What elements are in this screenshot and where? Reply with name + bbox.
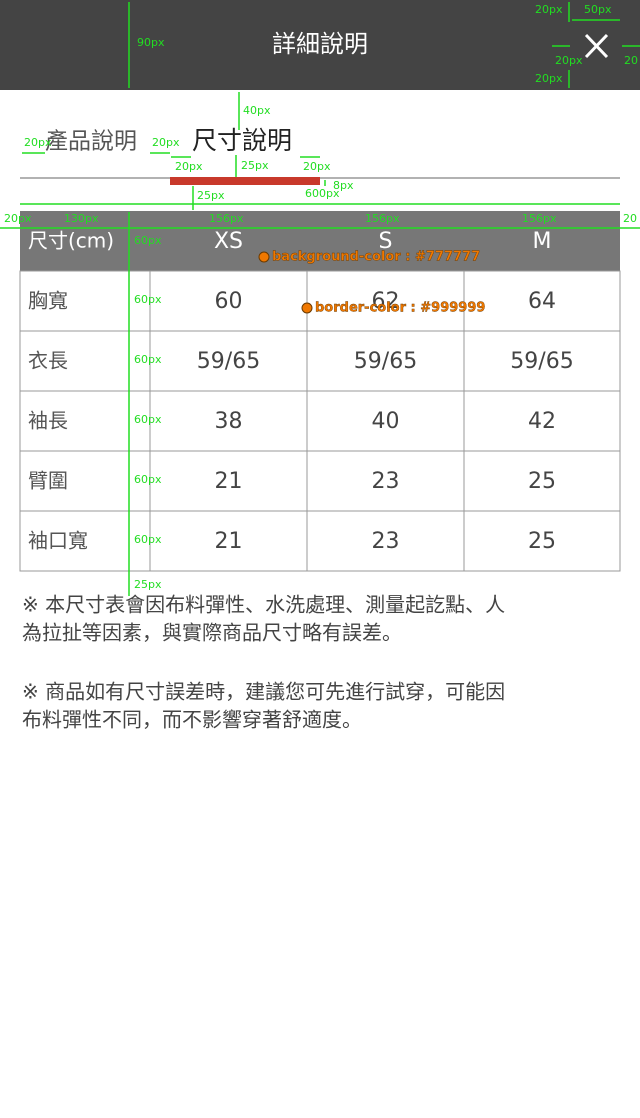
spec-label: 20px [175,160,203,173]
spec-label: 20 [623,212,637,225]
table-cell-text: 袖長 [28,409,68,433]
table-cell-text: 21 [215,469,243,494]
table-cell-text: 59/65 [354,349,417,374]
table-header-bg [20,211,620,271]
tab-active[interactable]: 尺寸說明 [192,126,292,155]
table-cell-text: 胸寬 [28,289,68,313]
table-cell-text: 64 [528,289,556,314]
table-cell-text: 59/65 [197,349,260,374]
note-line: ※ 本尺寸表會因布料彈性、水洗處理、測量起訖點、人 [22,593,505,617]
spec-label: 60px [134,234,162,247]
table-cell-text: 23 [372,529,400,554]
spec-label: 25px [134,578,162,591]
table-cell-text: 62 [372,289,400,314]
table-cell-text: 臂圍 [28,469,68,493]
spec-label: 40px [243,104,271,117]
spec-label: 156px [365,212,400,225]
spec-label: 156px [522,212,557,225]
table-cell-text: 42 [528,409,556,434]
note-line: 布料彈性不同，而不影響穿著舒適度。 [22,708,362,732]
spec-label: 50px [584,3,612,16]
spec-label: 25px [241,159,269,172]
table-cell-text: 衣長 [28,349,68,373]
spec-label: 20px [24,136,52,149]
table-header-cell: S [379,229,393,254]
table-header-cell: M [533,229,552,254]
spec-label: 20px [152,136,180,149]
spec-label: 600px [305,187,340,200]
table-cell-text: 21 [215,529,243,554]
table-cell-text: 23 [372,469,400,494]
spec-label: 60px [134,533,162,546]
callout-dot [301,302,313,314]
spec-label: 60px [134,473,162,486]
tab-indicator [170,177,320,185]
spec-label: 25px [197,189,225,202]
spec-label: 60px [134,353,162,366]
table-header-cell: XS [214,229,243,254]
table-cell-text: 25 [528,469,556,494]
table-header-cell: 尺寸(cm) [28,229,114,253]
table-cell-text: 40 [372,409,400,434]
spec-label: 60px [134,413,162,426]
spec-label: 20px [555,54,583,67]
spec-label: 20px [303,160,331,173]
note-line: ※ 商品如有尺寸誤差時，建議您可先進行試穿，可能因 [22,680,505,704]
spec-label: 20px [4,212,32,225]
spec-label: 20px [535,72,563,85]
table-cell-text: 袖口寬 [28,529,88,553]
header-title: 詳細說明 [272,30,368,58]
callout-label: background-color : #777777 [272,250,480,265]
callout-label: border-color : #999999 [315,301,485,316]
spec-guides [0,2,640,596]
note-line: 為拉扯等因素，與實際商品尺寸略有誤差。 [22,621,402,645]
header-bar [0,0,640,90]
spec-label: 130px [64,212,99,225]
table-cell-text: 59/65 [510,349,573,374]
table-cell-text: 38 [215,409,243,434]
table-cell [463,510,621,572]
spec-label: 20 [624,54,638,67]
callout-dot [258,251,270,263]
table-cell-text: 25 [528,529,556,554]
close-button[interactable] [584,33,609,59]
table-cell-text: 60 [215,289,243,314]
tab[interactable]: 產品說明 [45,129,137,155]
spec-label: 20px [535,3,563,16]
spec-label: 90px [137,36,165,49]
spec-label: 156px [209,212,244,225]
spec-label: 60px [134,293,162,306]
spec-label: 8px [333,179,354,192]
